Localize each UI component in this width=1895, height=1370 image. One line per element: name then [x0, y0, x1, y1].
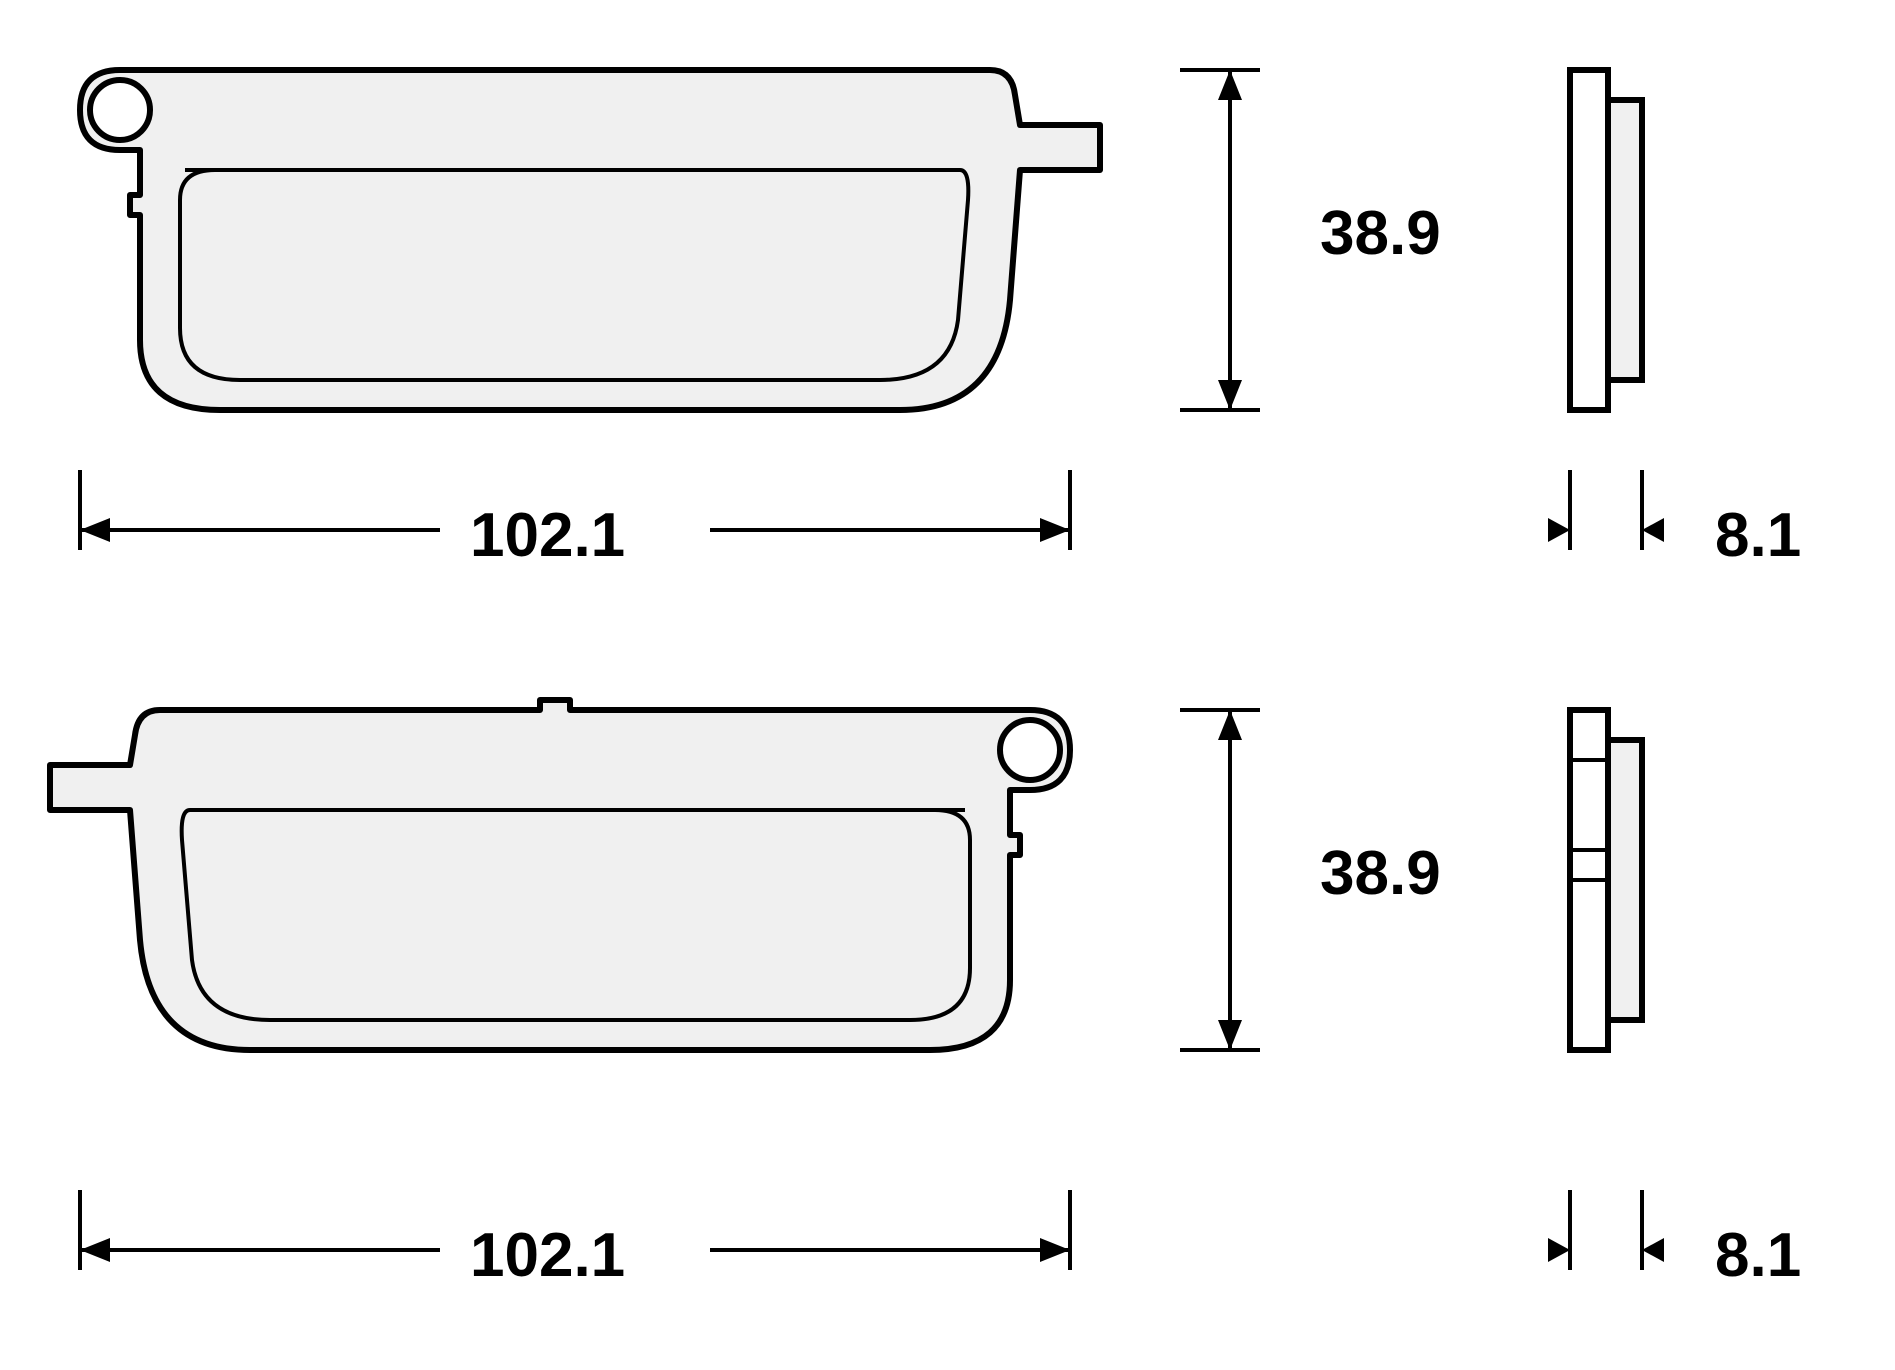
- bottom-height-label: 38.9: [1320, 838, 1441, 909]
- top-thickness-label: 8.1: [1715, 500, 1801, 571]
- top-thickness-dimension: [1540, 460, 1740, 580]
- top-height-label: 38.9: [1320, 198, 1441, 269]
- bottom-thickness-label: 8.1: [1715, 1220, 1801, 1291]
- bottom-width-label: 102.1: [470, 1220, 625, 1291]
- bottom-thickness-dimension: [1540, 1180, 1740, 1300]
- bottom-height-dimension: [1170, 680, 1290, 1120]
- top-width-label: 102.1: [470, 500, 625, 571]
- top-height-dimension: [1170, 40, 1290, 480]
- top-pad-front-view: [40, 40, 1140, 480]
- bottom-side-view: [1540, 680, 1680, 1120]
- bottom-pad-front-view: [40, 680, 1140, 1120]
- top-side-view: [1540, 40, 1680, 480]
- drawing-canvas: 102.1 38.9 8.1 102.1: [0, 0, 1895, 1370]
